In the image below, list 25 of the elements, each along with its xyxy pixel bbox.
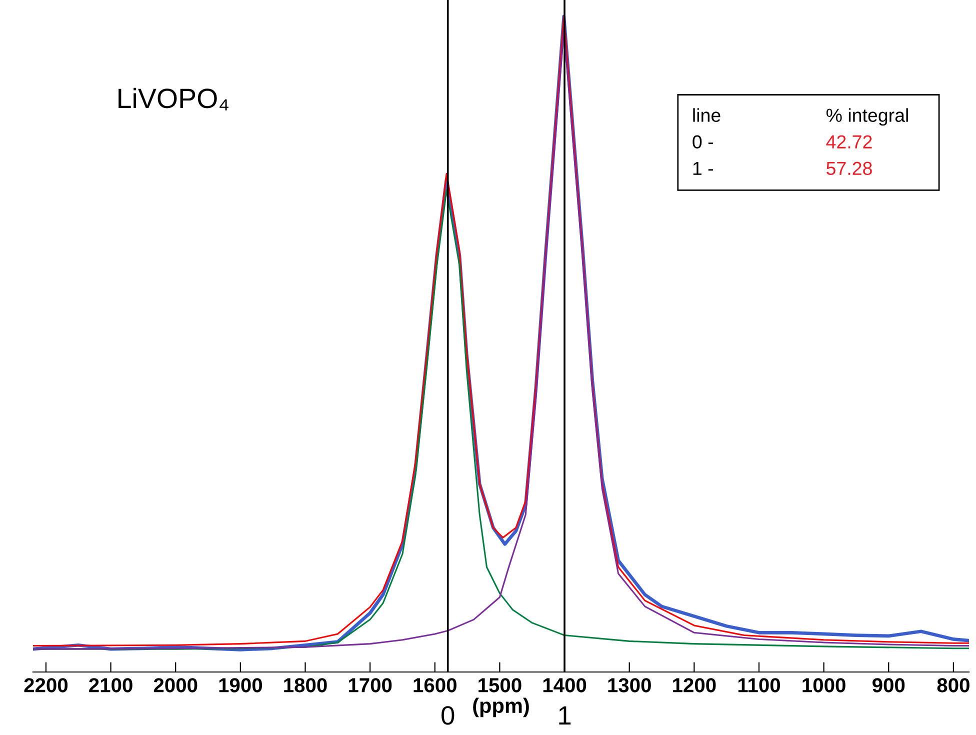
x-tick-label: 1600 (414, 678, 456, 692)
x-tick-label: 2200 (24, 678, 68, 692)
text: 1 (559, 706, 571, 725)
x-tick-label: 800 (937, 678, 970, 692)
annotation: 57.28 (826, 162, 872, 176)
text: 0 (442, 706, 454, 725)
text: LiVOPO₄ (118, 88, 228, 110)
x-tick-label: 2100 (89, 678, 132, 692)
x-tick-label: 1400 (543, 678, 586, 692)
annotation: 42.72 (826, 135, 872, 148)
x-axis-title: (ppm) (473, 698, 529, 718)
x-tick-label: 1700 (348, 678, 392, 692)
x-tick-label: 2000 (154, 678, 198, 692)
x-tick-label: 900 (872, 678, 905, 692)
annotation: 1 - (693, 162, 713, 175)
annotation: line (693, 108, 720, 122)
x-tick-label: 1100 (738, 678, 780, 692)
annotation: 0 - (692, 135, 713, 149)
annotation: % integral (826, 108, 908, 126)
x-tick-label: 1300 (608, 678, 651, 692)
x-tick-label: 1800 (284, 678, 327, 692)
x-tick-label: 1200 (673, 678, 716, 692)
x-tick-label: 1900 (219, 678, 262, 692)
x-tick-label: 1500 (478, 678, 522, 692)
x-tick-label: 1000 (802, 678, 846, 692)
